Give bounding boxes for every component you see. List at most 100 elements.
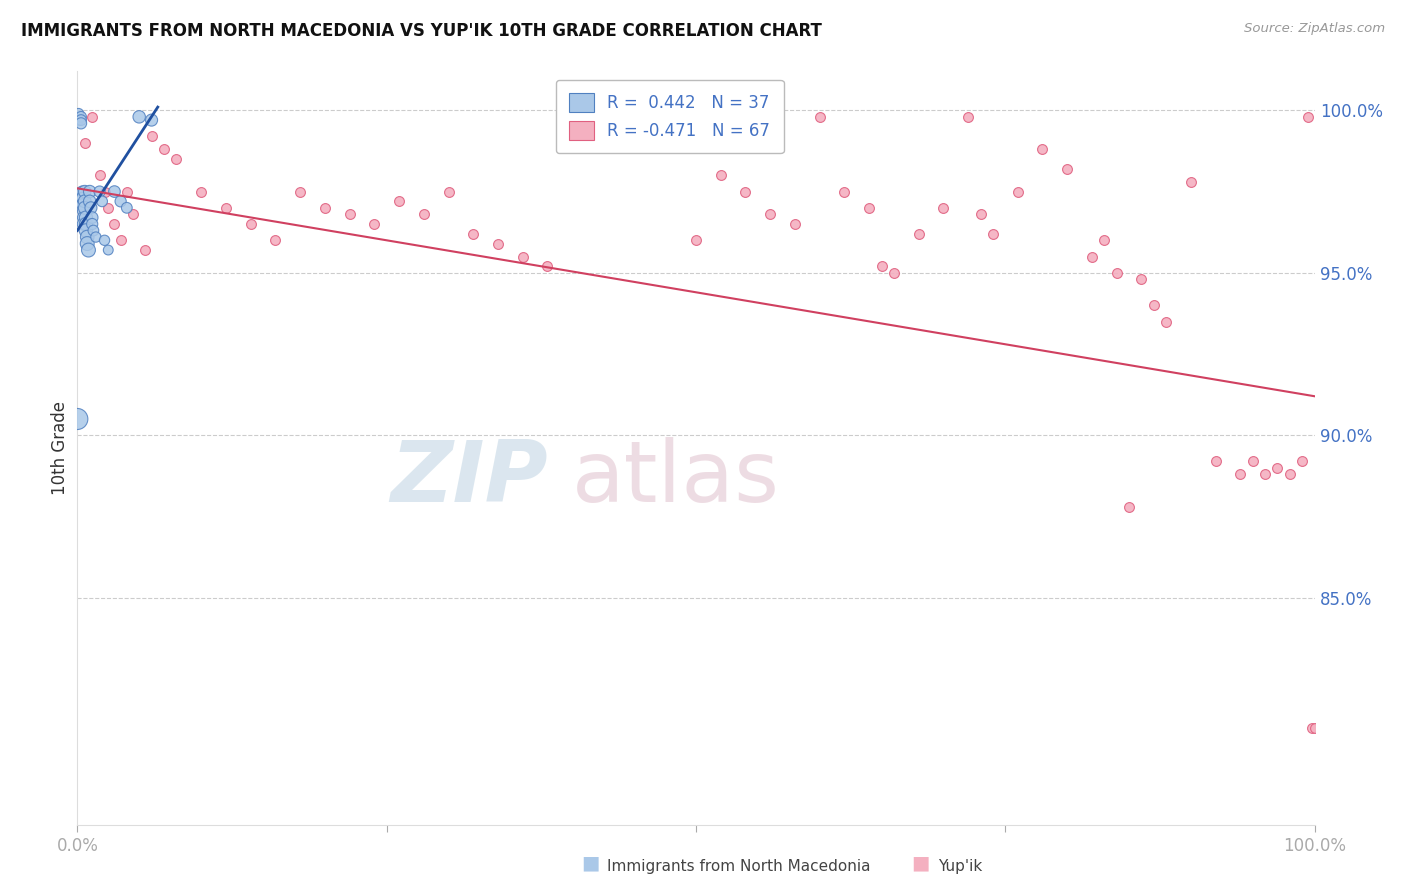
Point	[82, 223, 104, 237]
Point	[67, 113, 90, 128]
Text: atlas: atlas	[572, 437, 780, 520]
Point	[72, 217, 94, 231]
Point	[141, 113, 163, 128]
Point	[932, 201, 955, 215]
Point	[66, 412, 89, 426]
Point	[110, 233, 132, 247]
Point	[1092, 233, 1115, 247]
Point	[134, 243, 156, 257]
Point	[72, 197, 94, 211]
Point	[907, 227, 929, 241]
Point	[486, 236, 509, 251]
Point	[1007, 185, 1029, 199]
Point	[115, 185, 138, 199]
Point	[82, 110, 104, 124]
Point	[103, 217, 125, 231]
Point	[586, 110, 609, 124]
Point	[1180, 175, 1202, 189]
Point	[710, 169, 733, 183]
Point	[1278, 467, 1301, 482]
Point	[76, 230, 98, 244]
Point	[870, 260, 893, 274]
Point	[1301, 721, 1323, 735]
Point	[84, 230, 107, 244]
Text: Yup'ik: Yup'ik	[938, 859, 981, 874]
Point	[314, 201, 336, 215]
Y-axis label: 10th Grade: 10th Grade	[51, 401, 69, 495]
Point	[215, 201, 238, 215]
Point	[73, 194, 96, 209]
Point	[808, 110, 831, 124]
Point	[339, 207, 361, 221]
Point	[91, 194, 114, 209]
Point	[80, 201, 103, 215]
Point	[288, 185, 311, 199]
Point	[77, 243, 100, 257]
Point	[70, 110, 93, 124]
Point	[70, 113, 93, 128]
Point	[110, 194, 132, 209]
Point	[437, 185, 460, 199]
Point	[1205, 454, 1227, 468]
Point	[536, 260, 558, 274]
Point	[72, 185, 94, 199]
Point	[239, 217, 262, 231]
Point	[128, 110, 150, 124]
Point	[153, 142, 176, 156]
Point	[363, 217, 385, 231]
Point	[759, 207, 782, 221]
Point	[115, 201, 138, 215]
Point	[93, 185, 115, 199]
Text: ZIP: ZIP	[389, 437, 547, 520]
Point	[75, 223, 97, 237]
Point	[97, 243, 120, 257]
Point	[72, 191, 94, 205]
Point	[1298, 110, 1320, 124]
Point	[957, 110, 980, 124]
Text: Immigrants from North Macedonia: Immigrants from North Macedonia	[607, 859, 870, 874]
Point	[1241, 454, 1264, 468]
Point	[858, 201, 880, 215]
Point	[512, 250, 534, 264]
Point	[1229, 467, 1251, 482]
Point	[103, 185, 125, 199]
Point	[1143, 298, 1166, 312]
Point	[97, 201, 120, 215]
Point	[685, 233, 707, 247]
Point	[783, 217, 806, 231]
Point	[834, 185, 856, 199]
Point	[82, 211, 104, 225]
Point	[1105, 266, 1128, 280]
Point	[1267, 460, 1289, 475]
Point	[1254, 467, 1277, 482]
Legend: R =  0.442   N = 37, R = -0.471   N = 67: R = 0.442 N = 37, R = -0.471 N = 67	[555, 79, 783, 153]
Point	[883, 266, 905, 280]
Point	[610, 120, 633, 134]
Point	[141, 129, 163, 144]
Point	[734, 185, 756, 199]
Point	[412, 207, 434, 221]
Point	[75, 217, 97, 231]
Point	[72, 204, 94, 219]
Point	[70, 116, 93, 130]
Point	[1303, 721, 1326, 735]
Point	[190, 185, 212, 199]
Point	[1118, 500, 1140, 514]
Point	[73, 136, 96, 150]
Point	[122, 207, 145, 221]
Point	[75, 211, 97, 225]
Point	[1154, 314, 1177, 328]
Point	[89, 169, 111, 183]
Point	[264, 233, 287, 247]
Point	[76, 236, 98, 251]
Point	[1056, 161, 1078, 176]
Point	[1291, 454, 1313, 468]
Point	[73, 201, 96, 215]
Point	[72, 211, 94, 225]
Point	[165, 152, 187, 166]
Point	[969, 207, 991, 221]
Point	[388, 194, 411, 209]
Point	[89, 185, 111, 199]
Point	[79, 185, 101, 199]
Point	[463, 227, 485, 241]
